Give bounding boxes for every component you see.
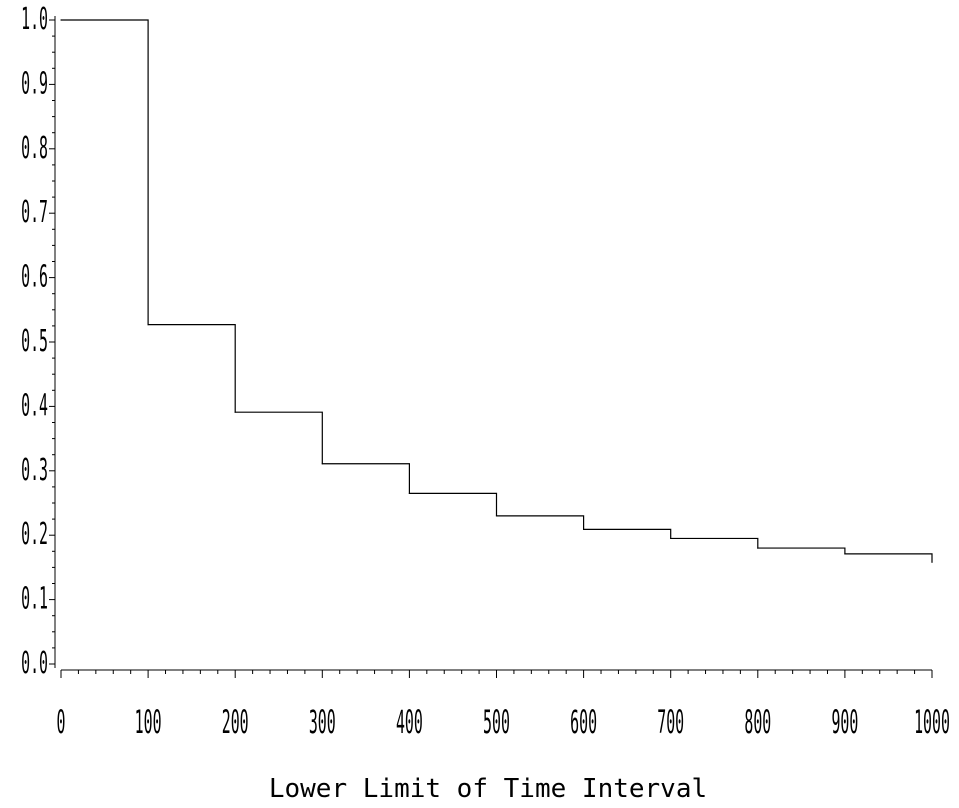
data-point — [495, 515, 498, 517]
y-tick-label: 0.9 — [21, 66, 48, 101]
y-tick-label: 1.0 — [21, 1, 48, 36]
y-tick-label: 0.0 — [21, 645, 48, 680]
x-tick-label: 1000 — [914, 703, 950, 740]
x-tick-label: 900 — [831, 703, 858, 740]
data-point — [583, 528, 585, 531]
data-point — [844, 553, 846, 555]
y-tick-label: 0.3 — [21, 452, 48, 487]
y-tick-label: 0.1 — [21, 581, 48, 616]
data-point — [234, 411, 236, 413]
x-axis-title: Lower Limit of Time Interval — [269, 774, 707, 804]
x-tick-label: 0 — [57, 703, 66, 740]
data-point — [60, 19, 62, 21]
data-point — [321, 463, 323, 465]
y-tick-label: 0.8 — [21, 130, 48, 165]
series — [60, 19, 933, 563]
x-tick-label: 100 — [135, 703, 162, 740]
x-tick-label: 600 — [570, 703, 597, 740]
x-tick-label: 700 — [657, 703, 684, 740]
data-point — [408, 492, 410, 494]
y-tick-label: 0.6 — [21, 259, 48, 294]
y-tick-label: 0.7 — [21, 194, 48, 229]
data-point — [147, 324, 149, 326]
data-point — [670, 537, 672, 540]
axes — [54, 16, 932, 671]
survival-step-line — [61, 19, 933, 563]
x-tick-label: 200 — [222, 703, 249, 740]
x-tick-label: 500 — [483, 703, 510, 740]
x-tick-label: 400 — [396, 703, 423, 740]
data-point — [757, 547, 759, 549]
y-tick-label: 0.2 — [21, 516, 48, 551]
ticks: 0.0 0.1 0.2 0.3 0.4 0.5 0.6 0.7 0.8 0.9 1.0 0 100 200… — [21, 1, 950, 741]
y-tick-label: 0.5 — [21, 323, 48, 358]
x-tick-label: 800 — [744, 703, 771, 740]
x-tick-label: 300 — [309, 703, 336, 740]
data-point — [931, 561, 933, 563]
y-tick-label: 0.4 — [21, 388, 48, 423]
